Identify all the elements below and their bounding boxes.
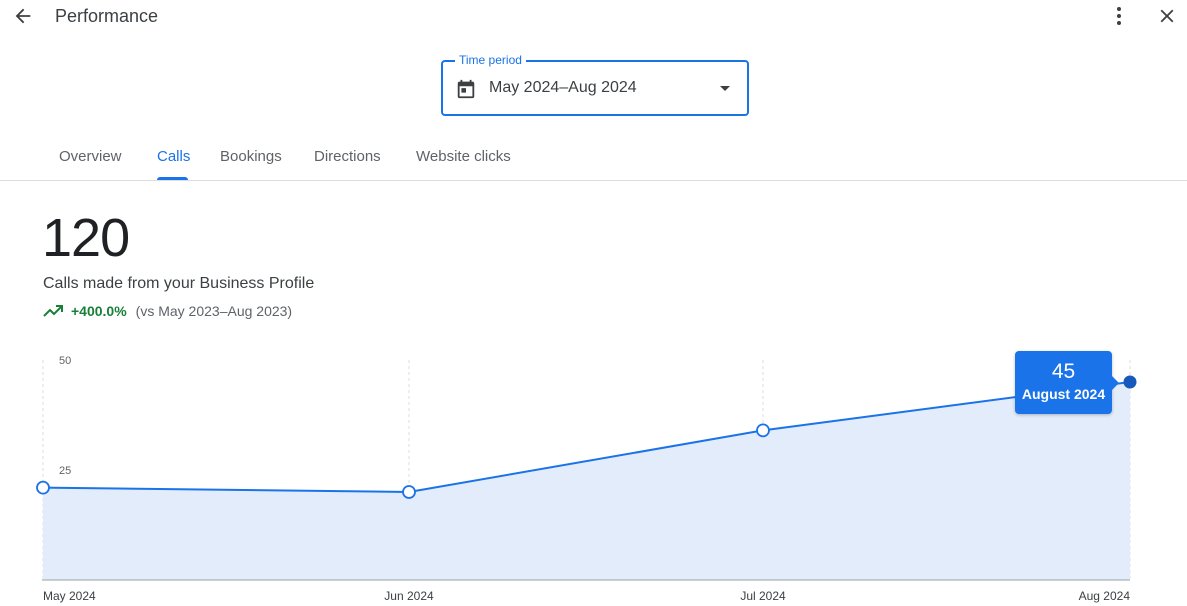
y-tick-50: 50 [59,355,71,367]
series-line [42,381,1131,494]
dropdown-arrow-icon [720,86,730,91]
tab-calls[interactable]: Calls [157,148,191,165]
time-period-select[interactable]: Time period May 2024–Aug 2024 [441,53,749,116]
x-tick-label-2: Jul 2024 [740,589,786,603]
data-point-1 [402,485,416,499]
data-point-0 [36,480,50,495]
chart-tooltip: 45 August 2024 [1015,351,1119,414]
tab-bookings[interactable]: Bookings [220,148,282,165]
data-point-2 [756,423,770,438]
close-icon [1160,9,1174,23]
data-point-3 [1123,375,1137,389]
area-fill [43,382,1130,580]
calls-chart: 25 50 May 2024 Jun 2024 Jul 2024 Aug 2024 [36,355,1137,603]
time-period-value: May 2024–Aug 2024 [489,79,637,96]
tab-website-clicks[interactable]: Website clicks [416,148,511,165]
trend-comparison: (vs May 2023–Aug 2023) [135,303,293,319]
more-vert-icon [1117,7,1121,25]
tab-overview[interactable]: Overview [59,148,122,165]
trend-percentage: +400.0% [71,303,127,319]
active-tab-indicator [157,177,188,180]
tab-directions[interactable]: Directions [314,148,381,165]
metric-tabs: Overview Calls Bookings Directions Websi… [0,138,1187,181]
arrow-back-icon [15,8,31,24]
y-tick-25: 25 [59,465,71,477]
x-tick-label-1: Jun 2024 [384,589,434,603]
tooltip-value: 45 [1051,360,1076,383]
page-title: Performance [55,6,159,26]
x-tick-label-0: May 2024 [43,589,96,603]
more-options-button[interactable] [1105,2,1133,30]
calls-total: 120 [42,208,130,268]
close-button[interactable] [1153,2,1181,30]
header-bar: Performance [0,0,1187,34]
tooltip-pointer [1112,376,1119,390]
trend-summary: +400.0% (vs May 2023–Aug 2023) [43,302,292,320]
tooltip-label: August 2024 [1021,386,1106,402]
trending-up-icon [43,305,63,317]
time-period-label: Time period [455,53,526,67]
x-tick-label-3: Aug 2024 [1079,589,1131,603]
calendar-icon [457,79,475,99]
back-button[interactable] [9,2,37,30]
metric-description: Calls made from your Business Profile [43,275,315,292]
